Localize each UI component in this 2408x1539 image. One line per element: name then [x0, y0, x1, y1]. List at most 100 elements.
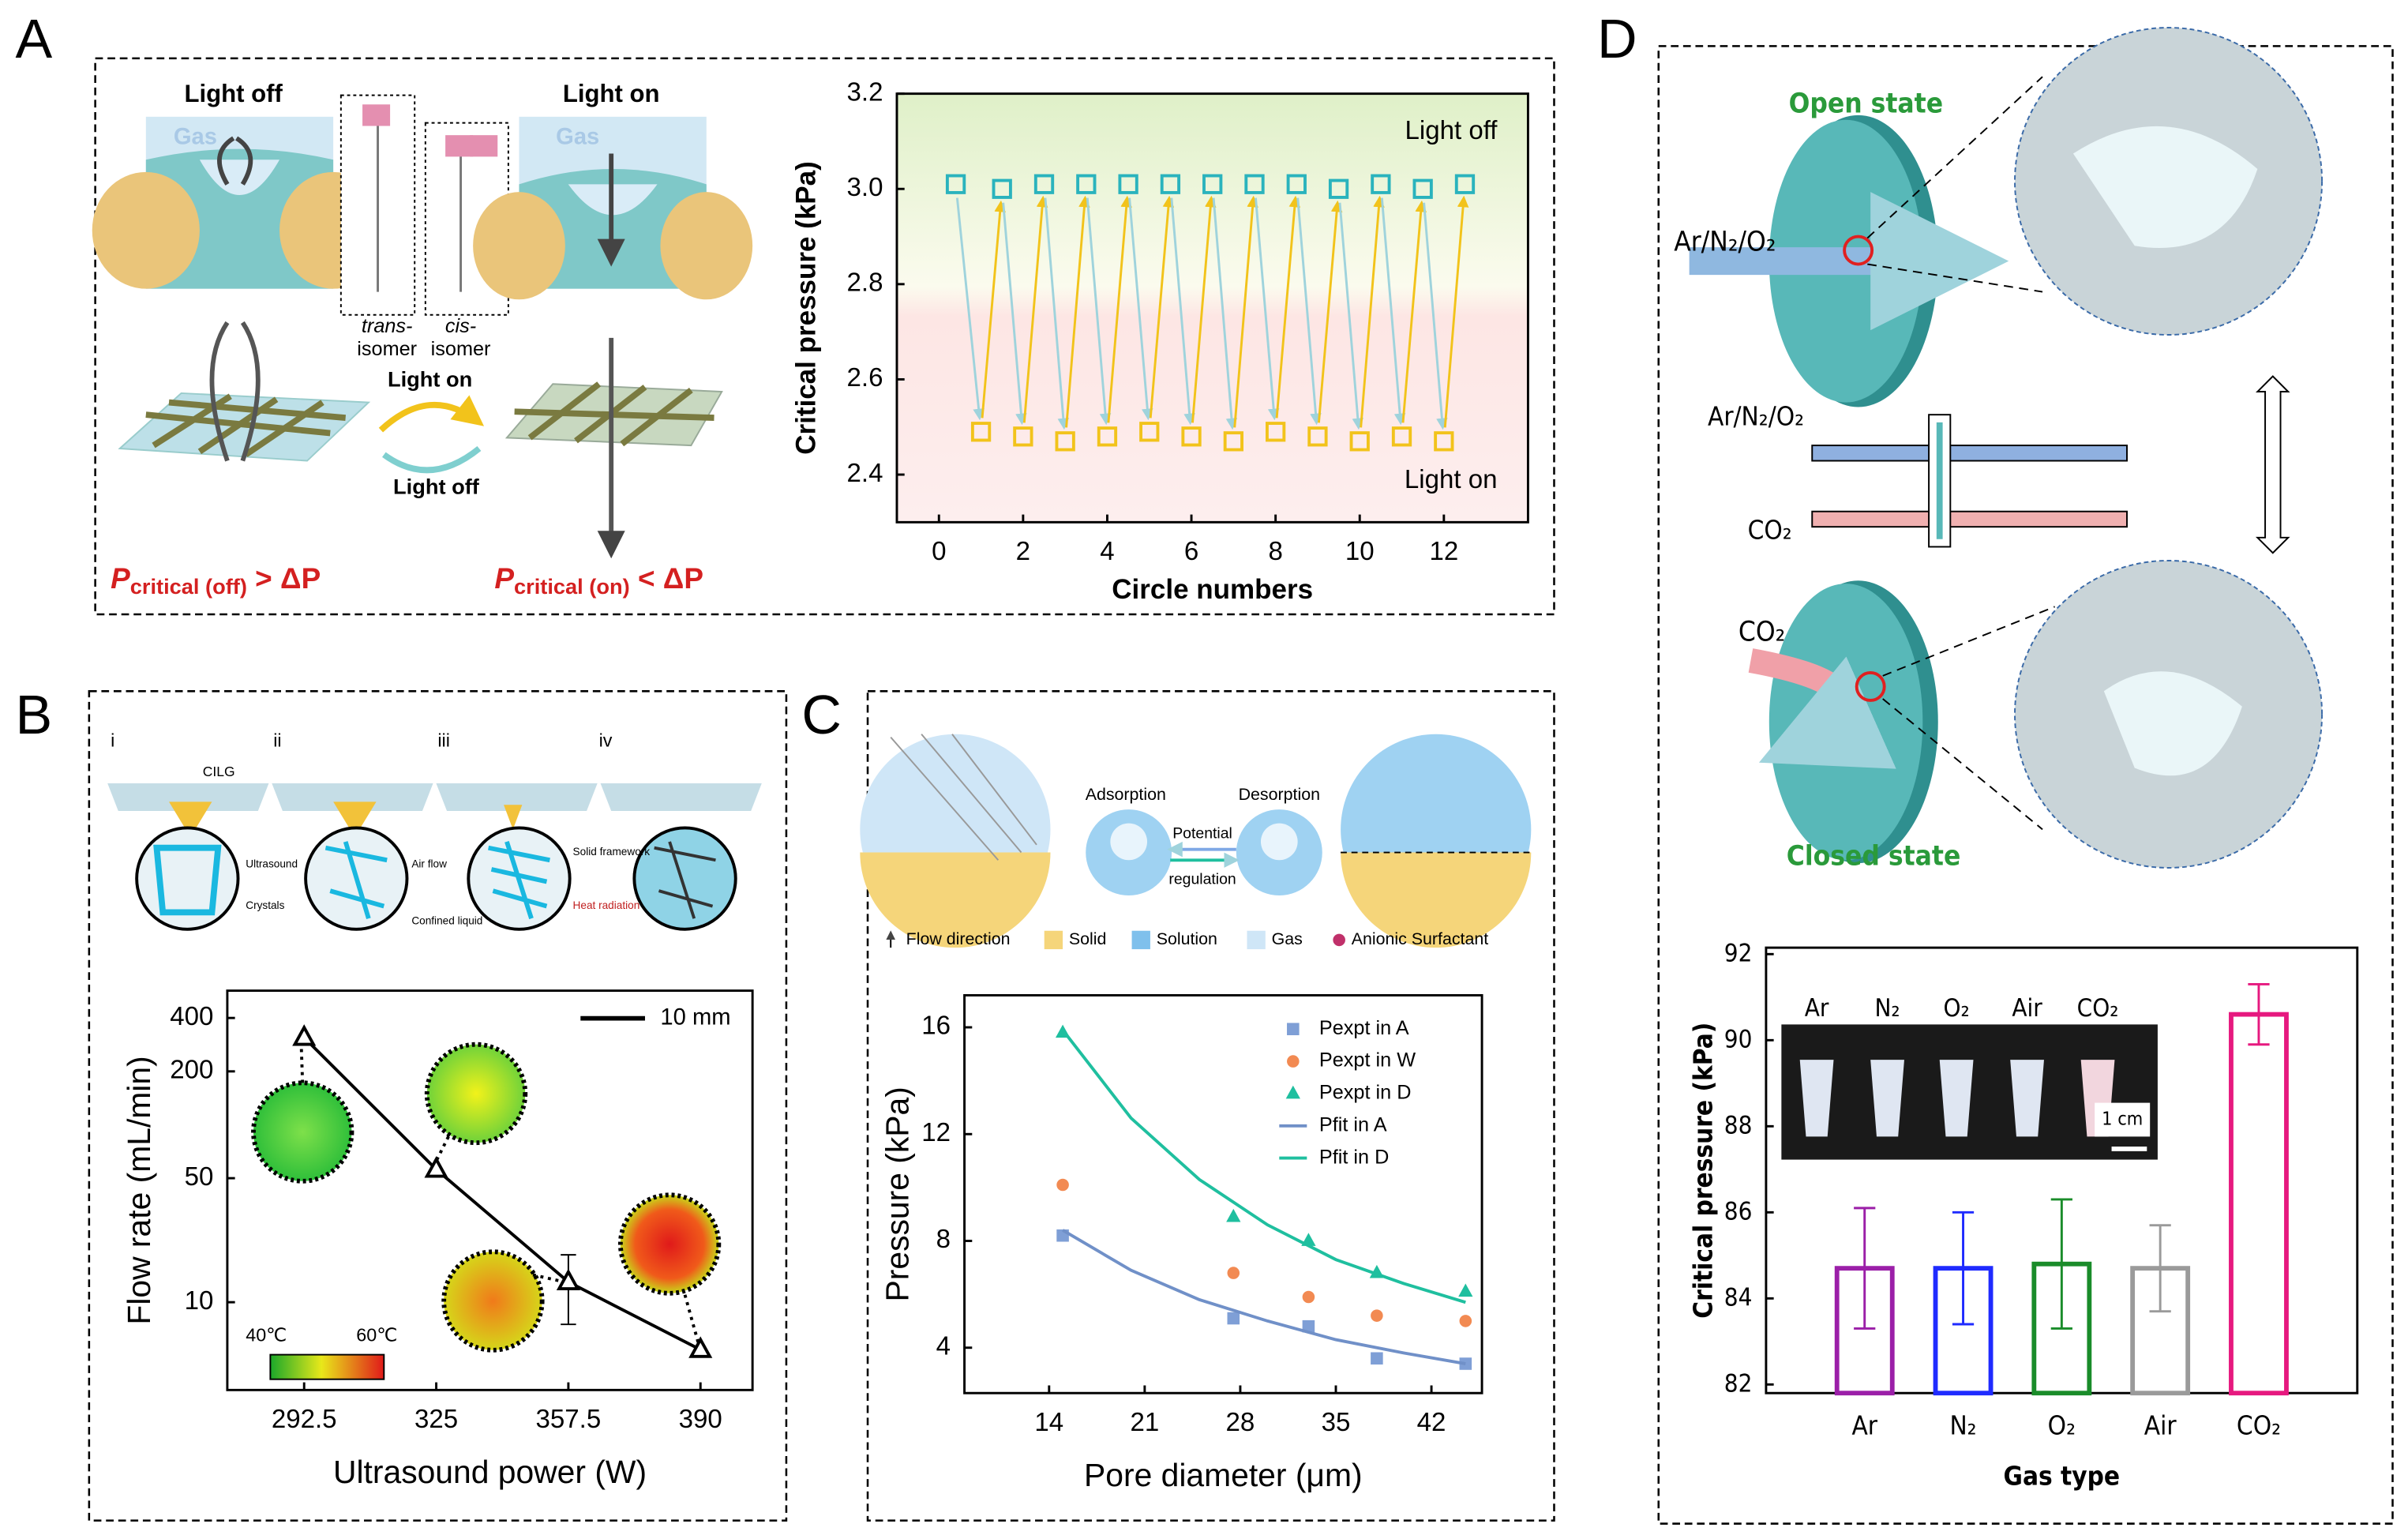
marker — [1227, 1312, 1240, 1325]
x-axis-label: Pore diameter (μm) — [1084, 1457, 1363, 1493]
transition-arrow — [1233, 195, 1258, 428]
marker — [1013, 426, 1033, 447]
fit-line — [1062, 1229, 1466, 1365]
illus-text: regulation — [1168, 871, 1236, 888]
illus-text: Potential — [1172, 824, 1232, 842]
colorbar-label: 60℃ — [356, 1324, 397, 1345]
marker — [970, 422, 992, 442]
transition-arrow — [1065, 195, 1090, 428]
transition-arrow — [1275, 195, 1301, 419]
y-tick-label: 12 — [921, 1118, 951, 1147]
illustration-b: i ii iii iv CILG Ultrasound Crystals Air… — [107, 730, 762, 1380]
error-bar — [1854, 1207, 1876, 1330]
marker — [1181, 426, 1202, 447]
panel-label: C — [801, 684, 842, 745]
illus-text: Ar/N₂/O₂ — [1674, 226, 1776, 257]
x-tick-label: 0 — [932, 537, 946, 566]
marker — [1307, 426, 1328, 447]
y-tick-label: 4 — [936, 1331, 951, 1361]
marker — [1076, 174, 1097, 194]
illus-text: CILG — [203, 764, 235, 779]
illus-text: Anionic Surfactant — [1352, 929, 1489, 948]
illus-text: cis- — [445, 315, 476, 337]
photo-label: Air — [2012, 994, 2042, 1023]
bar — [2229, 1012, 2289, 1396]
transition-arrow — [1044, 197, 1070, 430]
fit-line — [1061, 1029, 1466, 1304]
illus-text: Solution — [1157, 929, 1217, 948]
illustration-a: Light off Light on Gas trans- isomer cis… — [92, 80, 753, 599]
marker — [556, 1268, 580, 1291]
x-tick-label: 4 — [1100, 537, 1114, 566]
photo-label: Ar — [1805, 994, 1829, 1023]
y-tick-label: 84 — [1724, 1283, 1753, 1312]
photo-label: N₂ — [1874, 994, 1900, 1023]
marker — [1160, 174, 1181, 194]
error-bar — [2248, 982, 2270, 1046]
transition-arrow — [1002, 202, 1027, 426]
series-label: Light off — [1405, 116, 1498, 145]
illus-text: Solid — [1069, 929, 1107, 948]
marker — [945, 174, 966, 194]
y-axis-label: Critical pressure (kPa) — [790, 161, 821, 455]
transition-arrow — [1360, 195, 1385, 428]
illus-text: Ar/N₂/O₂ — [1708, 401, 1804, 432]
x-tick-label: 14 — [1034, 1408, 1063, 1437]
x-axis-label: Circle numbers — [1112, 574, 1313, 605]
legend-label: Pfit in D — [1319, 1146, 1389, 1168]
illus-text: Confined liquid — [411, 915, 482, 927]
illus-text: ii — [273, 730, 281, 751]
photo-scale: 1 cm — [2102, 1107, 2143, 1129]
marker — [1391, 426, 1412, 447]
marker — [1371, 1309, 1383, 1322]
marker — [1033, 174, 1055, 194]
illus-text: Gas — [1272, 929, 1303, 948]
x-axis-label: Gas type — [2004, 1461, 2121, 1492]
x-tick-label: CO₂ — [2237, 1410, 2281, 1441]
marker — [1118, 174, 1138, 194]
x-tick-label: 21 — [1130, 1408, 1159, 1437]
x-tick-label: 8 — [1268, 537, 1282, 566]
legend-label: Pexpt in W — [1319, 1049, 1416, 1072]
y-tick-label: 2.6 — [847, 363, 883, 392]
illus-text: Adsorption — [1086, 785, 1166, 804]
x-tick-label: 42 — [1417, 1408, 1446, 1437]
colorbar-label: 40℃ — [246, 1324, 287, 1345]
y-axis-label: Flow rate (mL/min) — [121, 1056, 157, 1324]
illus-text: Flow direction — [906, 929, 1011, 948]
illus-text: Heat radiation — [573, 899, 640, 911]
x-tick-label: Ar — [1851, 1410, 1877, 1441]
transition-arrow — [1212, 197, 1238, 430]
illus-text: Solid framework — [573, 846, 651, 858]
legend-swatch — [1285, 1085, 1300, 1099]
y-tick-label: 88 — [1724, 1111, 1753, 1139]
marker — [1328, 178, 1349, 199]
illus-text: Air flow — [411, 858, 447, 870]
illus-text: Desorption — [1239, 785, 1320, 804]
illus-text: iii — [437, 730, 450, 751]
marker — [1223, 431, 1243, 452]
marker — [1349, 431, 1370, 452]
legend-swatch — [1287, 1023, 1300, 1036]
x-tick-label: Air — [2144, 1410, 2177, 1441]
x-tick-label: 2 — [1016, 537, 1030, 566]
illus-text: Closed state — [1787, 840, 1961, 872]
marker — [1412, 178, 1433, 199]
error-bar — [1952, 1211, 1975, 1326]
plot-frame — [226, 989, 754, 1391]
x-tick-label: 390 — [679, 1405, 722, 1434]
y-tick-label: 50 — [185, 1162, 214, 1192]
illus-text: iv — [599, 730, 613, 751]
transition-arrow — [1128, 197, 1153, 421]
illus-text: Open state — [1789, 88, 1944, 119]
y-tick-label: 3.0 — [847, 173, 883, 202]
marker — [1286, 174, 1307, 194]
transition-arrow — [955, 197, 985, 421]
transition-arrow — [1338, 202, 1364, 430]
text-part: P — [111, 562, 130, 595]
x-tick-label: 35 — [1322, 1408, 1351, 1437]
y-tick-label: 82 — [1724, 1369, 1753, 1398]
marker — [292, 1024, 317, 1046]
y-tick-label: 2.8 — [847, 268, 883, 298]
transition-arrow — [1022, 195, 1048, 423]
